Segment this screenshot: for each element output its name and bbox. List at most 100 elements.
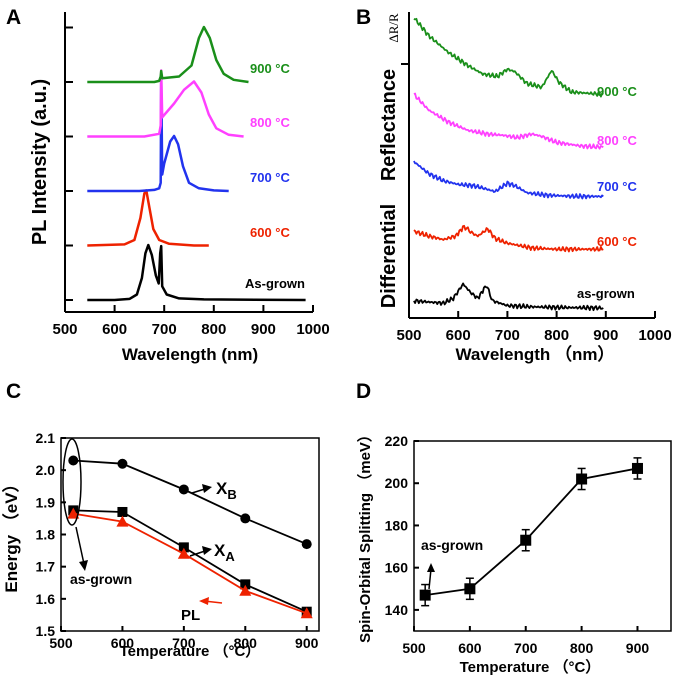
panel-d-y-tick-label: 180 (385, 517, 409, 533)
panel-d-y-tick-label: 220 (385, 433, 409, 449)
panel-c-frame (60, 437, 320, 632)
panel-c-marker-PL (116, 515, 129, 527)
panel-c-series-line-0 (73, 459, 308, 545)
panel-c-xb-arrowhead (202, 484, 212, 493)
panel-a-series-line-2 (87, 74, 229, 193)
panel-a-plot-area (87, 25, 306, 302)
panel-b-series-label: as-grown (577, 286, 635, 301)
panel-b-series-line-3 (413, 92, 604, 150)
panel-d-x-tick-label: 500 (402, 640, 426, 656)
panel-b-y-label-differential: Differential (378, 204, 400, 308)
panel-b-x-tick-label: 600 (446, 327, 471, 344)
panel-d-y-tick-label: 160 (385, 560, 409, 576)
panel-c-marker-PL (67, 507, 80, 519)
panel-c-pl-label: PL (181, 607, 200, 624)
panel-d-plot-area (419, 457, 643, 607)
panel-a-series-label: 700 °C (250, 170, 291, 185)
panel-a-x-tick-label: 900 (251, 321, 276, 338)
panel-a-series-label: 600 °C (250, 225, 291, 240)
panel-d-as-grown-label: as-grown (421, 537, 483, 553)
panel-d-ticks: 500 600 700 800 900 140 160 180 200 220 (385, 433, 650, 656)
panel-c-xa-arrowhead (202, 546, 212, 555)
panel-d-x-tick-label: 800 (570, 640, 594, 656)
panel-b-x-tick-label: 500 (396, 327, 421, 344)
panel-b-x-tick-label: 1000 (638, 327, 671, 344)
panel-c-as-grown-arrowhead (79, 560, 88, 571)
panel-d-marker (631, 462, 643, 474)
panel-b-series-label: 800 °C (597, 133, 638, 148)
panel-c-x-tick-label: 900 (295, 635, 319, 651)
panel-b-x-ticks: 500 600 700 800 900 1000 (396, 311, 672, 344)
panel-c-y-tick-label: 1.9 (36, 494, 56, 510)
panel-c-y-label: Energy （eV） (1, 475, 21, 592)
panel-c-as-grown-label: as-grown (70, 571, 132, 587)
panel-d-as-grown-arrowhead (427, 563, 435, 572)
panel-label-b: B (356, 6, 371, 29)
panel-b-series-line-0 (413, 282, 604, 312)
panel-d-series-line (425, 467, 638, 596)
panel-a-x-ticks: 500 600 700 800 900 1000 (52, 305, 330, 338)
panel-d-x-tick-label: 700 (514, 640, 538, 656)
panel-c-y-tick-label: 1.7 (36, 559, 56, 575)
panel-d-as-grown-arrow (428, 568, 432, 590)
panel-b-x-label: Wavelength （nm） (456, 344, 615, 364)
panel-a-series-line-1 (87, 189, 209, 247)
panel-c-marker-XB (117, 458, 128, 469)
panel-d-y-tick-label: 140 (385, 602, 409, 618)
panel-a-x-label: Wavelength (nm) (122, 345, 258, 364)
panel-c-y-tick-label: 1.8 (36, 527, 56, 543)
panel-b-series-line-1 (413, 224, 604, 253)
panel-a-series-label: 800 °C (250, 115, 291, 130)
panel-c: 500 600 700 800 900 1.5 1.6 1.7 1.8 1.9 2.0 2.1 as-… (1, 430, 320, 660)
panel-b-series-line-4 (413, 17, 604, 98)
panel-a-series-label: 900 °C (250, 61, 291, 76)
panel-d-x-tick-label: 900 (626, 640, 650, 656)
panel-a-series-line-3 (87, 69, 244, 138)
panel-b-plot-area (413, 17, 604, 312)
panel-d-y-label: Spin-Orbital Splitting （meV） (356, 427, 374, 643)
panel-c-series-line-1 (73, 509, 308, 613)
panel-label-c: C (6, 380, 21, 403)
panel-c-marker-PL (300, 607, 313, 619)
panel-b-x-tick-label: 700 (495, 327, 520, 344)
panel-c-marker-XB (68, 455, 79, 466)
panel-c-pl-arrowhead (199, 597, 209, 605)
panel-c-marker-XB (301, 539, 312, 550)
panel-c-xa-label: XA (214, 541, 235, 564)
panel-label-a: A (6, 6, 21, 29)
panel-a-series-line-0 (87, 243, 306, 302)
panel-c-plot-area (67, 455, 313, 619)
panel-b-series-label: 900 °C (597, 84, 638, 99)
panel-c-y-tick-label: 2.1 (36, 430, 56, 446)
panel-a-series-line-4 (87, 25, 249, 84)
panel-c-marker-XB (178, 484, 189, 495)
panel-c-marker-XA (240, 579, 251, 590)
panel-d-marker (419, 589, 431, 601)
panel-d-frame (413, 440, 672, 632)
panel-b-series-label: 700 °C (597, 179, 638, 194)
panel-d-x-label: Temperature （°C） (460, 658, 601, 676)
panel-c-x-tick-label: 700 (172, 635, 196, 651)
panel-b-y-label-reflectance: Reflectance (378, 69, 400, 181)
panel-c-marker-PL (177, 547, 190, 559)
panel-a-series-label: As-grown (245, 276, 305, 291)
panel-c-y-tick-label: 1.6 (36, 591, 56, 607)
panel-a: 500 600 700 800 900 1000 Wavelength (nm) PL I… (29, 12, 330, 364)
panel-c-as-grown-arrow (75, 526, 85, 565)
panel-c-y-tick-label: 2.0 (36, 462, 56, 478)
panel-d-marker (464, 583, 476, 595)
panel-b: 500 600 700 800 900 1000 Wavelength （nm） Diff… (378, 12, 672, 364)
panel-c-marker-XA (178, 542, 189, 553)
panel-c-xb-label: XB (216, 479, 237, 502)
panel-label-d: D (356, 380, 371, 403)
panel-d-x-tick-label: 600 (458, 640, 482, 656)
panel-a-x-tick-label: 1000 (296, 321, 329, 338)
panel-b-series-labels: as-grown 600 °C 700 °C 800 °C 900 °C (577, 84, 638, 301)
panel-c-x-tick-label: 800 (234, 635, 258, 651)
panel-d-marker (520, 534, 532, 546)
panel-c-marker-XB (240, 513, 251, 524)
panel-c-ticks: 500 600 700 800 900 1.5 1.6 1.7 1.8 1.9 2.0 2.1 (36, 430, 319, 651)
panel-a-x-tick-label: 700 (152, 321, 177, 338)
